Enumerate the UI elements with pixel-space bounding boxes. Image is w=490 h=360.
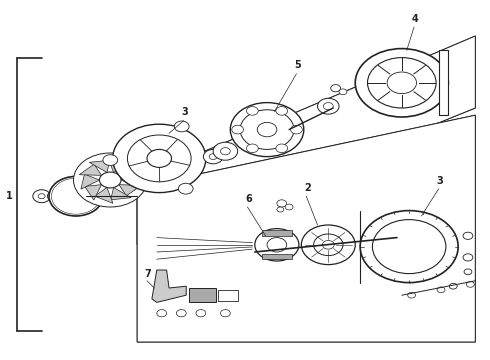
Bar — [262, 230, 292, 236]
Circle shape — [267, 238, 287, 252]
Circle shape — [74, 153, 147, 207]
Circle shape — [48, 190, 65, 203]
Polygon shape — [119, 160, 136, 175]
Bar — [189, 288, 216, 302]
Circle shape — [53, 194, 60, 199]
Bar — [262, 254, 292, 259]
Circle shape — [213, 142, 238, 160]
Circle shape — [246, 144, 258, 153]
Text: 3: 3 — [181, 107, 188, 117]
Circle shape — [466, 282, 474, 287]
Circle shape — [174, 121, 189, 132]
Circle shape — [54, 180, 98, 212]
Text: 1: 1 — [6, 191, 13, 201]
Circle shape — [127, 135, 191, 182]
Polygon shape — [81, 174, 99, 189]
Polygon shape — [107, 157, 126, 172]
Circle shape — [276, 107, 288, 115]
Circle shape — [220, 310, 230, 317]
Circle shape — [314, 234, 343, 256]
Polygon shape — [152, 270, 186, 302]
Circle shape — [147, 149, 172, 167]
Circle shape — [157, 310, 167, 317]
Circle shape — [322, 240, 334, 249]
Circle shape — [360, 211, 458, 283]
Circle shape — [257, 122, 277, 137]
Polygon shape — [119, 185, 141, 196]
Circle shape — [49, 176, 103, 216]
Polygon shape — [137, 36, 475, 245]
Circle shape — [387, 72, 416, 94]
Circle shape — [276, 144, 288, 153]
Circle shape — [232, 125, 244, 134]
Circle shape — [464, 269, 472, 275]
Circle shape — [220, 148, 230, 155]
Polygon shape — [137, 115, 475, 342]
Circle shape — [33, 190, 50, 203]
Text: 7: 7 — [145, 269, 151, 279]
Circle shape — [277, 200, 287, 207]
Circle shape — [368, 58, 436, 108]
Circle shape — [301, 225, 355, 265]
Circle shape — [437, 287, 445, 293]
Bar — [439, 50, 448, 115]
Circle shape — [255, 229, 299, 261]
Text: 5: 5 — [294, 60, 301, 71]
Polygon shape — [137, 115, 475, 342]
Circle shape — [331, 85, 341, 92]
Polygon shape — [121, 171, 140, 186]
Circle shape — [291, 125, 302, 134]
Polygon shape — [85, 185, 101, 200]
Circle shape — [240, 110, 294, 149]
Circle shape — [196, 310, 206, 317]
Circle shape — [60, 185, 92, 208]
Circle shape — [408, 292, 416, 298]
Text: 4: 4 — [412, 14, 418, 24]
Polygon shape — [89, 160, 110, 172]
Bar — [218, 290, 238, 301]
Circle shape — [372, 220, 446, 274]
Circle shape — [463, 232, 473, 239]
Circle shape — [449, 283, 457, 289]
Circle shape — [246, 107, 258, 115]
Circle shape — [51, 178, 100, 214]
Polygon shape — [111, 188, 131, 200]
Circle shape — [176, 310, 186, 317]
Circle shape — [463, 254, 473, 261]
Circle shape — [178, 183, 193, 194]
Circle shape — [323, 103, 333, 110]
Circle shape — [230, 103, 304, 157]
Circle shape — [103, 155, 118, 166]
Circle shape — [355, 49, 448, 117]
Text: 2: 2 — [304, 183, 311, 193]
Circle shape — [113, 124, 206, 193]
Circle shape — [99, 172, 121, 188]
Circle shape — [203, 149, 223, 164]
Polygon shape — [79, 164, 101, 175]
Polygon shape — [95, 188, 113, 203]
Circle shape — [318, 98, 339, 114]
Text: 3: 3 — [436, 176, 443, 186]
Circle shape — [339, 89, 347, 95]
Circle shape — [38, 194, 45, 199]
Circle shape — [285, 204, 293, 210]
Circle shape — [277, 207, 284, 212]
Text: 6: 6 — [245, 194, 252, 204]
Circle shape — [57, 183, 95, 210]
Polygon shape — [137, 36, 475, 245]
Circle shape — [209, 154, 217, 159]
Circle shape — [70, 192, 82, 201]
